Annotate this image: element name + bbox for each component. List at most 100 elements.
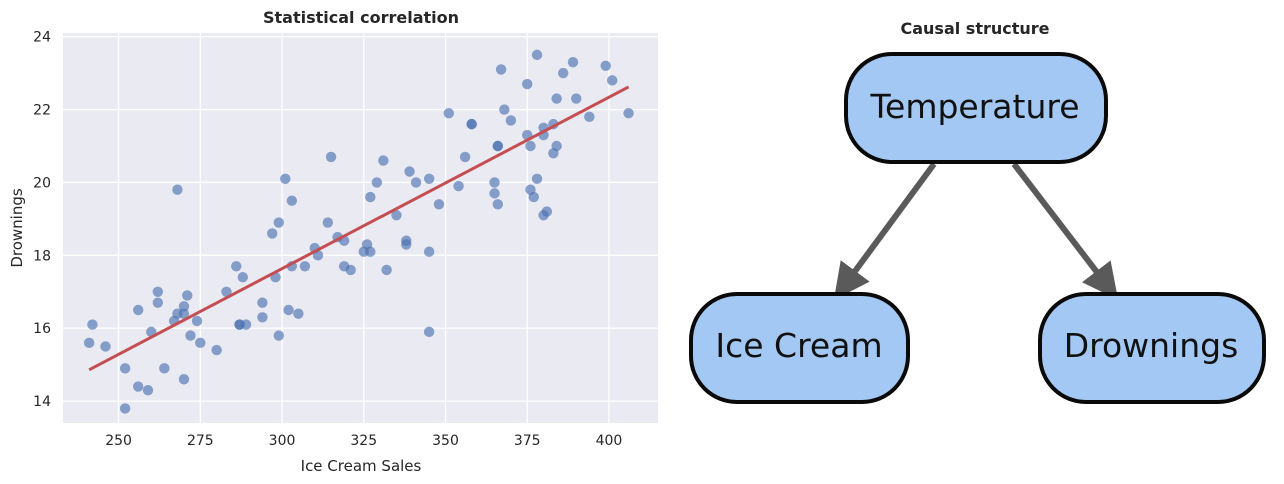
scatter-point [607, 75, 618, 86]
x-axis-label: Ice Cream Sales [301, 457, 422, 475]
scatter-point [541, 206, 553, 217]
scatter-point [152, 286, 164, 297]
scatter-point [240, 319, 252, 330]
y-tick-label: 16 [33, 321, 51, 337]
edge-temperature-ice-cream [833, 162, 937, 300]
node-drownings: Drownings [1038, 292, 1266, 404]
scatter-point [466, 118, 477, 130]
scatter-point [381, 264, 392, 276]
scatter-point [371, 177, 383, 188]
scatter-point [378, 155, 389, 166]
scatter-point [152, 297, 164, 308]
scatter-panel: 250 275 300 325 350 375 400 14 16 18 20 22 24 Stati… [8, 8, 658, 475]
scatter-point [551, 140, 562, 152]
scatter-point [159, 363, 170, 374]
scatter-point [283, 304, 294, 316]
scatter-point [267, 228, 278, 239]
scatter-point [495, 64, 507, 75]
node-drownings-label: Drownings [1064, 326, 1239, 365]
scatter-point [293, 308, 304, 319]
x-tick-label: 350 [432, 433, 459, 449]
scatter-point [423, 326, 435, 338]
y-tick-label: 22 [33, 103, 51, 119]
scatter-point [443, 107, 454, 119]
scatter-point [423, 246, 435, 257]
scatter-point [182, 290, 193, 301]
scatter-point [132, 304, 144, 316]
scatter-point [280, 173, 291, 184]
scatter-point [433, 199, 445, 210]
scatter-point [459, 151, 471, 163]
scatter-point [345, 264, 356, 276]
scatter-point [567, 56, 579, 68]
scatter-point [600, 60, 611, 72]
scatter-point [142, 384, 154, 396]
scatter-point [257, 312, 268, 323]
scatter-point [195, 337, 206, 349]
scatter-point [231, 261, 242, 272]
y-tick-labels: 14 16 18 20 22 24 [33, 30, 51, 410]
scatter-title: Statistical correlation [263, 8, 459, 27]
scatter-point [178, 308, 190, 319]
x-tick-labels: 250 275 300 325 350 375 400 [105, 433, 622, 449]
scatter-point [191, 315, 203, 327]
scatter-point [551, 93, 562, 104]
scatter-point [489, 188, 500, 199]
scatter-points [83, 49, 634, 414]
y-tick-label: 14 [33, 394, 51, 410]
scatter-point [286, 195, 298, 206]
scatter-point [453, 180, 464, 192]
x-tick-label: 375 [514, 433, 541, 449]
node-ice-cream-box [689, 292, 910, 404]
scatter-point [531, 49, 543, 61]
scatter-point [237, 272, 249, 283]
scatter-point [365, 191, 376, 203]
scatter-point [83, 337, 95, 349]
trend-line [88, 85, 630, 372]
scatter-point [423, 173, 435, 184]
scatter-point [531, 173, 543, 184]
scatter-point [119, 403, 131, 414]
scatter-point [172, 184, 183, 195]
y-tick-label: 20 [33, 175, 51, 191]
scatter-point [401, 239, 412, 250]
scatter-point [87, 319, 98, 330]
x-tick-label: 250 [105, 433, 132, 449]
scatter-point [100, 341, 111, 352]
scatter-point [273, 217, 284, 228]
scatter-point [571, 93, 582, 104]
node-ice-cream-label: Ice Cream [715, 326, 882, 365]
scatter-point [178, 374, 190, 385]
scatter-point [557, 67, 569, 79]
y-axis-label: Drownings [8, 188, 26, 268]
scatter-point [499, 104, 510, 115]
x-tick-label: 400 [596, 433, 623, 449]
diagram-title: Causal structure [900, 19, 1049, 38]
scatter-point [365, 246, 376, 257]
scatter-point [525, 140, 536, 152]
node-temperature-box [844, 52, 1108, 164]
scatter-point [119, 363, 131, 374]
scatter-point [257, 297, 268, 308]
scatter-point [178, 301, 190, 312]
x-tick-label: 275 [187, 433, 214, 449]
scatter-point [185, 330, 196, 341]
edge-temperature-drownings [1011, 162, 1119, 300]
node-temperature: Temperature [844, 52, 1108, 164]
scatter-point [132, 381, 144, 392]
scatter-point [492, 199, 504, 210]
x-tick-label: 325 [350, 433, 377, 449]
scatter-point [623, 107, 634, 119]
node-temperature-label: Temperature [869, 87, 1079, 126]
y-tick-label: 18 [33, 248, 51, 264]
scatter-point [404, 166, 415, 177]
scatter-point [221, 286, 232, 297]
scatter-point [391, 210, 402, 221]
scatter-point [528, 191, 539, 203]
scatter-point [489, 177, 500, 188]
node-ice-cream: Ice Cream [689, 292, 910, 404]
scatter-point [273, 330, 284, 341]
x-tick-label: 300 [269, 433, 296, 449]
scatter-point [322, 217, 334, 228]
